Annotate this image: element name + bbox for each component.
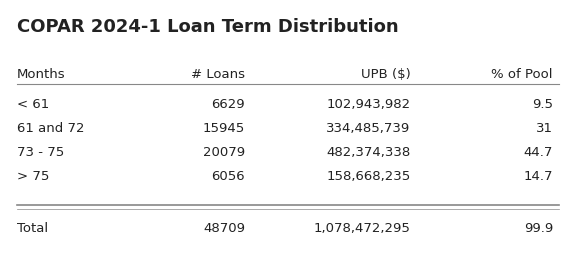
Text: 334,485,739: 334,485,739 [326, 122, 410, 135]
Text: 31: 31 [536, 122, 553, 135]
Text: 14.7: 14.7 [523, 170, 553, 183]
Text: 482,374,338: 482,374,338 [326, 146, 410, 159]
Text: Total: Total [17, 222, 48, 235]
Text: 73 - 75: 73 - 75 [17, 146, 64, 159]
Text: 6056: 6056 [211, 170, 245, 183]
Text: 61 and 72: 61 and 72 [17, 122, 84, 135]
Text: 99.9: 99.9 [524, 222, 553, 235]
Text: % of Pool: % of Pool [491, 68, 553, 81]
Text: 15945: 15945 [203, 122, 245, 135]
Text: 9.5: 9.5 [532, 98, 553, 111]
Text: > 75: > 75 [17, 170, 50, 183]
Text: 102,943,982: 102,943,982 [326, 98, 410, 111]
Text: 20079: 20079 [203, 146, 245, 159]
Text: # Loans: # Loans [191, 68, 245, 81]
Text: 6629: 6629 [211, 98, 245, 111]
Text: 44.7: 44.7 [523, 146, 553, 159]
Text: < 61: < 61 [17, 98, 50, 111]
Text: 158,668,235: 158,668,235 [326, 170, 410, 183]
Text: 1,078,472,295: 1,078,472,295 [314, 222, 410, 235]
Text: Months: Months [17, 68, 66, 81]
Text: COPAR 2024-1 Loan Term Distribution: COPAR 2024-1 Loan Term Distribution [17, 18, 399, 36]
Text: UPB ($): UPB ($) [361, 68, 410, 81]
Text: 48709: 48709 [203, 222, 245, 235]
